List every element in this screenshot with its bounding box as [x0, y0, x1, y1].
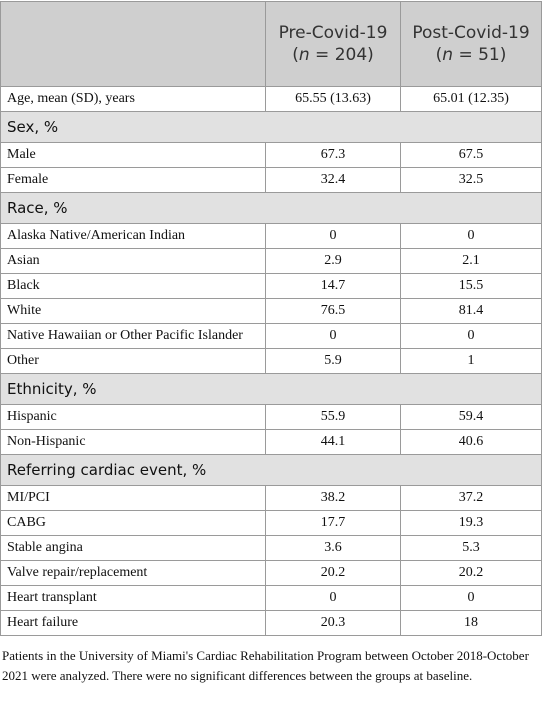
row-label: Native Hawaiian or Other Pacific Islande…	[0, 323, 266, 349]
data-row: Male 67.3 67.5	[0, 142, 542, 168]
row-label: Heart transplant	[0, 585, 266, 611]
value-cell: 5.9	[265, 348, 401, 374]
row-label: MI/PCI	[0, 485, 266, 511]
value-cell: 5.3	[400, 535, 542, 561]
value-cell: 20.3	[265, 610, 401, 636]
row-label: White	[0, 298, 266, 324]
data-row: Black 14.7 15.5	[0, 273, 542, 299]
column-name: Pre-Covid-19	[278, 23, 388, 43]
data-row: Other 5.9 1	[0, 348, 542, 374]
section-row: Ethnicity, %	[0, 373, 542, 405]
row-label: Female	[0, 167, 266, 193]
row-label: Alaska Native/American Indian	[0, 223, 266, 249]
sample-size: n	[442, 45, 454, 65]
section-title: Ethnicity, %	[0, 373, 542, 405]
section-row: Sex, %	[0, 111, 542, 143]
value-cell: 0	[265, 585, 401, 611]
value-cell: 65.01 (12.35)	[400, 86, 542, 112]
column-header: Pre-Covid-19 (n = 204)	[265, 1, 401, 87]
data-row: Alaska Native/American Indian 0 0	[0, 223, 542, 249]
sample-size: = 51)	[453, 45, 507, 65]
value-cell: 0	[400, 323, 542, 349]
value-cell: 32.5	[400, 167, 542, 193]
header-empty	[0, 1, 266, 87]
value-cell: 76.5	[265, 298, 401, 324]
data-row: Heart failure 20.3 18	[0, 610, 542, 636]
data-row: Hispanic 55.9 59.4	[0, 404, 542, 430]
footnote: Patients in the University of Miami's Ca…	[2, 648, 529, 683]
value-cell: 67.5	[400, 142, 542, 168]
sample-size: = 204)	[309, 45, 374, 65]
value-cell: 2.1	[400, 248, 542, 274]
data-row: Asian 2.9 2.1	[0, 248, 542, 274]
value-cell: 19.3	[400, 510, 542, 536]
value-cell: 40.6	[400, 429, 542, 455]
row-label: Asian	[0, 248, 266, 274]
value-cell: 1	[400, 348, 542, 374]
sample-size: n	[298, 45, 310, 65]
value-cell: 59.4	[400, 404, 542, 430]
value-cell: 20.2	[400, 560, 542, 586]
row-label: CABG	[0, 510, 266, 536]
section-row: Referring cardiac event, %	[0, 454, 542, 486]
row-label: Heart failure	[0, 610, 266, 636]
data-row: Native Hawaiian or Other Pacific Islande…	[0, 323, 542, 349]
row-label: Stable angina	[0, 535, 266, 561]
value-cell: 0	[265, 323, 401, 349]
data-row: MI/PCI 38.2 37.2	[0, 485, 542, 511]
data-row: CABG 17.7 19.3	[0, 510, 542, 536]
value-cell: 15.5	[400, 273, 542, 299]
row-label: Hispanic	[0, 404, 266, 430]
value-cell: 55.9	[265, 404, 401, 430]
sample-size: (	[292, 45, 299, 65]
value-cell: 32.4	[265, 167, 401, 193]
row-label: Black	[0, 273, 266, 299]
data-table: Pre-Covid-19 (n = 204) Post-Covid-19 (n = 5…	[0, 1, 542, 636]
row-label: Male	[0, 142, 266, 168]
value-cell: 37.2	[400, 485, 542, 511]
value-cell: 0	[400, 223, 542, 249]
data-row: Stable angina 3.6 5.3	[0, 535, 542, 561]
data-row: White 76.5 81.4	[0, 298, 542, 324]
data-row: Heart transplant 0 0	[0, 585, 542, 611]
data-row: Age, mean (SD), years 65.55 (13.63) 65.01 …	[0, 86, 542, 112]
value-cell: 67.3	[265, 142, 401, 168]
value-cell: 18	[400, 610, 542, 636]
value-cell: 81.4	[400, 298, 542, 324]
column-header: Post-Covid-19 (n = 51)	[400, 1, 542, 87]
sample-size: (	[435, 45, 443, 65]
section-title: Race, %	[0, 192, 542, 224]
value-cell: 38.2	[265, 485, 401, 511]
value-cell: 0	[265, 223, 401, 249]
section-title: Referring cardiac event, %	[0, 454, 542, 486]
data-row: Female 32.4 32.5	[0, 167, 542, 193]
row-label: Valve repair/replacement	[0, 560, 266, 586]
value-cell: 14.7	[265, 273, 401, 299]
column-name: Post-Covid-19	[412, 23, 530, 43]
section-row: Race, %	[0, 192, 542, 224]
value-cell: 0	[400, 585, 542, 611]
value-cell: 44.1	[265, 429, 401, 455]
data-row: Non-Hispanic 44.1 40.6	[0, 429, 542, 455]
row-label: Non-Hispanic	[0, 429, 266, 455]
data-row: Valve repair/replacement 20.2 20.2	[0, 560, 542, 586]
row-label: Other	[0, 348, 266, 374]
value-cell: 20.2	[265, 560, 401, 586]
section-title: Sex, %	[0, 111, 542, 143]
value-cell: 65.55 (13.63)	[265, 86, 401, 112]
value-cell: 3.6	[265, 535, 401, 561]
value-cell: 17.7	[265, 510, 401, 536]
header-row: Pre-Covid-19 (n = 204) Post-Covid-19 (n = 5…	[0, 1, 542, 87]
value-cell: 2.9	[265, 248, 401, 274]
row-label: Age, mean (SD), years	[0, 86, 266, 112]
